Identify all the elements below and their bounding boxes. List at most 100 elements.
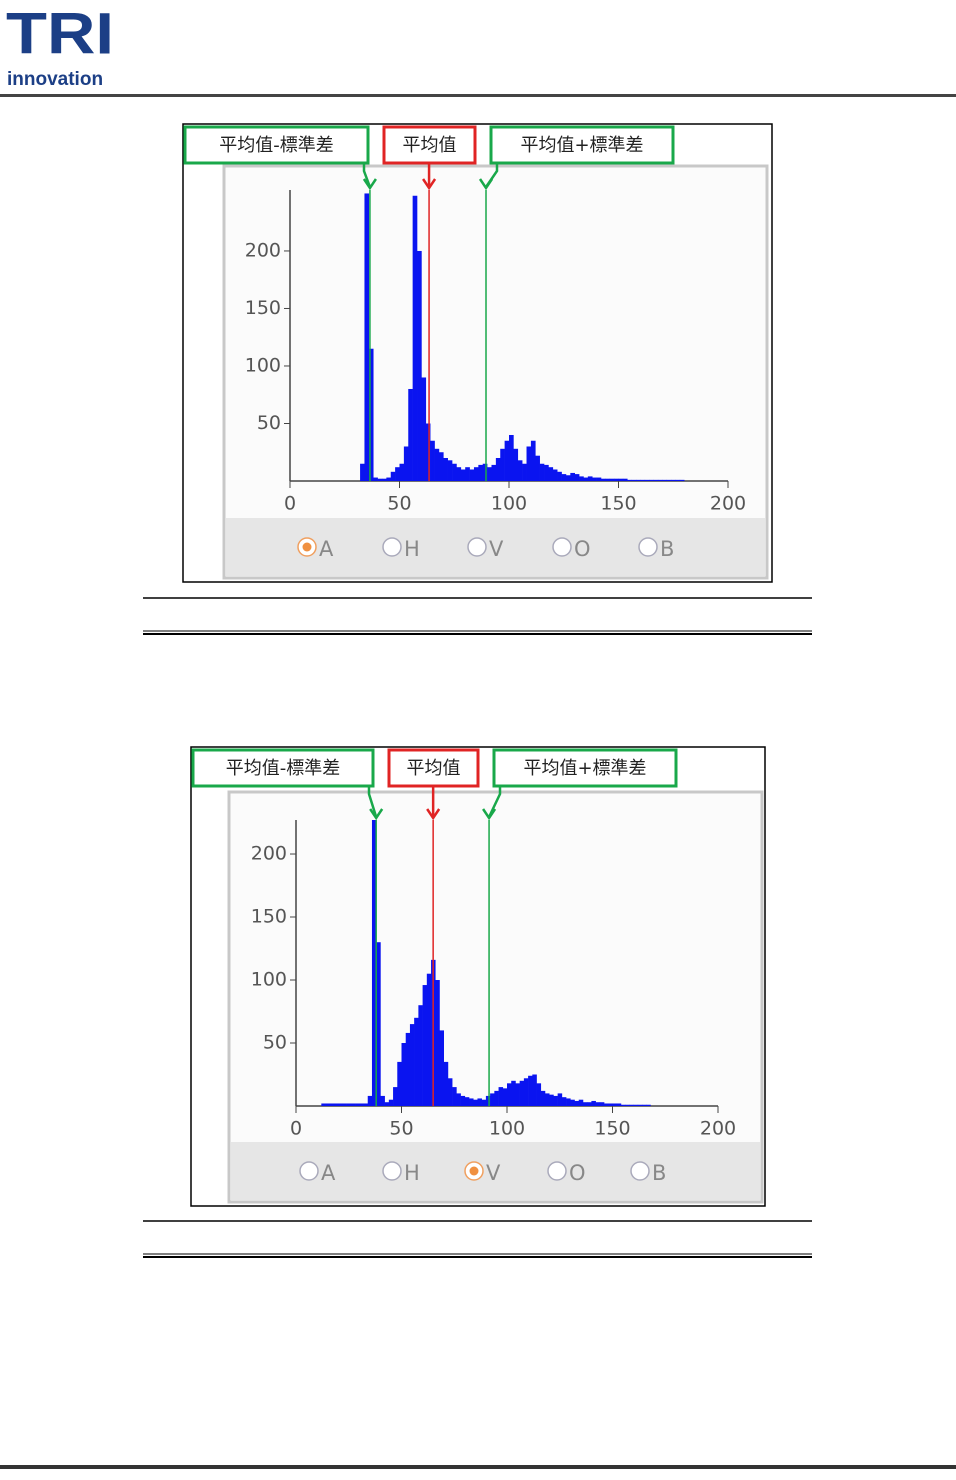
annotation-box [191, 748, 375, 788]
x-tick-label: 200 [710, 493, 746, 515]
histogram-bar [631, 479, 637, 481]
histogram-bar [490, 1093, 495, 1106]
histogram-bar [363, 1103, 369, 1106]
radio-button[interactable] [382, 537, 402, 557]
histogram-bar [443, 1061, 449, 1106]
x-tick-label: 0 [290, 1118, 302, 1140]
histogram-bar [662, 479, 667, 481]
histogram-bar [447, 1078, 453, 1106]
x-tick-label: 100 [489, 1118, 525, 1140]
radio-button[interactable] [638, 537, 658, 557]
histogram-bar [570, 472, 575, 481]
histogram-bar [434, 448, 440, 481]
y-tick-label: 200 [251, 843, 287, 865]
histogram-bar [604, 1103, 609, 1106]
histogram-bar [574, 474, 580, 481]
histogram-bar [430, 440, 435, 481]
histogram-bar [504, 440, 510, 481]
histogram-bar [435, 980, 440, 1106]
histogram-bar [498, 1087, 504, 1106]
annotation-label: 平均值-標準差 [219, 135, 334, 156]
histogram-bar [644, 479, 650, 481]
histogram-bar [477, 1098, 482, 1106]
histogram-bar [390, 471, 396, 481]
histogram-bar [653, 479, 659, 481]
radio-button[interactable] [552, 537, 572, 557]
histogram-bar [329, 1103, 335, 1106]
radio-label: H [404, 1161, 420, 1185]
histogram-bar [629, 1104, 634, 1106]
histogram-bar [591, 1100, 596, 1106]
histogram-bar [540, 1090, 546, 1106]
arrow-head [482, 808, 497, 821]
y-tick-label: 50 [263, 1032, 287, 1054]
histogram-bar [561, 474, 567, 481]
histogram-bar [595, 1102, 601, 1106]
histogram-bar [412, 195, 418, 482]
radio-button[interactable] [630, 1161, 650, 1181]
x-tick-label: 0 [284, 493, 296, 515]
histogram-bar [557, 471, 562, 481]
histogram-bar [403, 446, 409, 481]
histogram-bar [620, 1104, 626, 1106]
radio-label: A [319, 537, 334, 561]
histogram-bar [515, 1083, 520, 1106]
x-tick-label: 200 [700, 1118, 736, 1140]
radio-button[interactable] [382, 1161, 402, 1181]
histogram-bar [342, 1103, 347, 1106]
footer-rule [0, 1465, 956, 1469]
histogram-bar [460, 1095, 466, 1106]
arrow-head [369, 808, 384, 821]
histogram-bar [464, 1097, 470, 1106]
histogram-bar [494, 1090, 499, 1106]
radio-label: A [321, 1161, 336, 1185]
histogram-bar [622, 478, 628, 481]
histogram-bar [535, 455, 540, 481]
histogram-bar [675, 479, 681, 481]
radio-button[interactable] [547, 1161, 567, 1181]
histogram-bar [422, 985, 428, 1106]
annotation-arrow [367, 786, 378, 818]
histogram-bar [618, 478, 624, 481]
histogram-bar [485, 1095, 491, 1106]
histogram-bar [561, 1097, 567, 1106]
histogram-bar [500, 448, 505, 481]
radio-label: H [404, 537, 420, 561]
histogram-bar [583, 477, 589, 481]
histogram-bar [409, 1024, 415, 1106]
histogram-bar [565, 475, 571, 481]
x-tick-label: 150 [600, 493, 636, 515]
histogram-bar [414, 1017, 419, 1106]
annotation-arrow [487, 786, 502, 818]
arrow-head [362, 178, 377, 191]
radio-button[interactable] [467, 537, 487, 557]
radio-button[interactable] [299, 1161, 319, 1181]
histogram-bar [582, 1102, 588, 1106]
histogram-bar [469, 469, 475, 481]
histogram-bar [605, 478, 611, 481]
histogram-bar [473, 1099, 478, 1106]
histogram-bar [438, 452, 444, 481]
histogram-bar [373, 477, 378, 481]
histogram-bar [478, 464, 484, 481]
histogram-bar [599, 1102, 605, 1106]
histogram-bar [640, 479, 646, 481]
histogram-bar [384, 1102, 390, 1106]
histogram-bar [539, 463, 545, 481]
histogram-bar [600, 478, 606, 481]
histogram-bar [473, 467, 479, 481]
histogram-bar [376, 942, 381, 1106]
histogram-bar [614, 478, 619, 481]
histogram-bar [553, 1095, 558, 1106]
y-tick-label: 100 [245, 354, 281, 376]
histogram-bar [532, 1074, 537, 1106]
histogram-bar [417, 250, 422, 481]
y-tick-label: 50 [257, 412, 281, 434]
histogram-bar [452, 463, 457, 481]
radio-label: O [569, 1161, 586, 1185]
histogram-bar [513, 448, 519, 481]
histogram-bar [359, 1103, 364, 1106]
histogram-bar [346, 1103, 352, 1106]
annotation-box [183, 125, 370, 165]
radio-dot [469, 1166, 479, 1176]
